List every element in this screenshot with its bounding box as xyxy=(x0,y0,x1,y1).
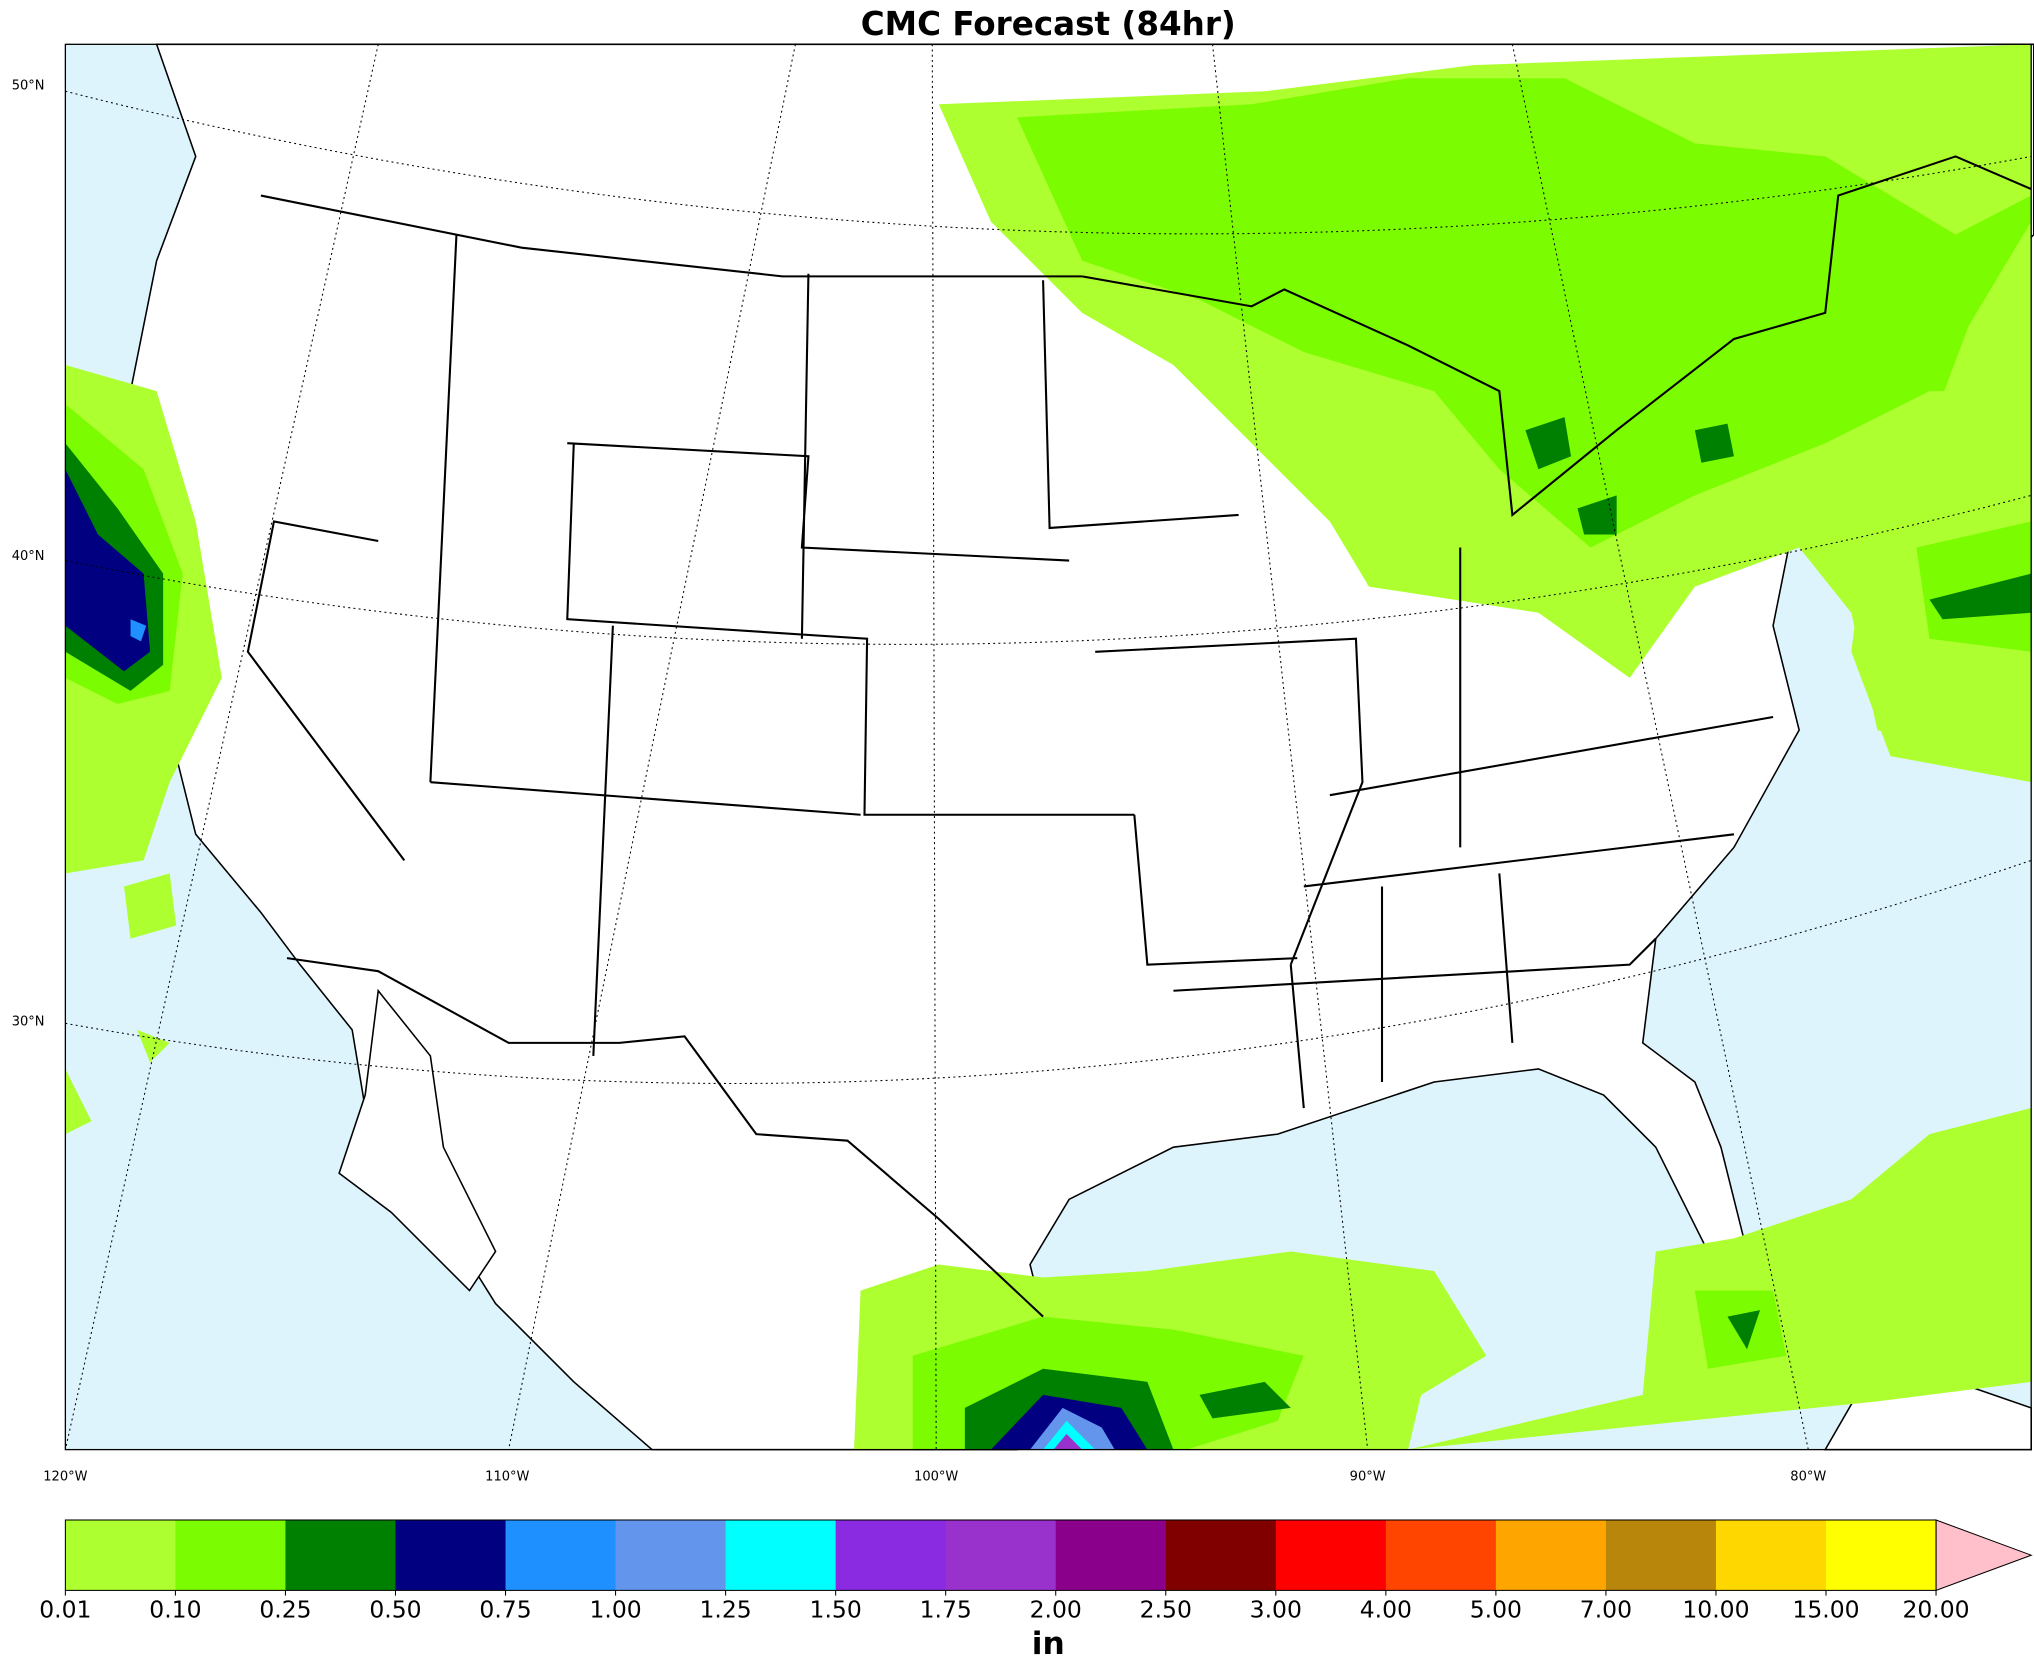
colorbar-tick-label: 0.01 xyxy=(39,1596,91,1624)
colorbar-tick-label: 7.00 xyxy=(1580,1596,1632,1624)
map-frame xyxy=(64,43,2032,1451)
colorbar-tick-label: 1.75 xyxy=(920,1596,972,1624)
colorbar-tick-label: 0.25 xyxy=(259,1596,311,1624)
colorbar-box xyxy=(65,1519,176,1591)
colorbar-box xyxy=(1715,1519,1827,1591)
colorbar-box xyxy=(1605,1519,1717,1591)
precip-area xyxy=(912,521,2032,1450)
colorbar-tick-label: 3.00 xyxy=(1250,1596,1302,1624)
precip-area xyxy=(1017,78,2032,548)
colorbar-box xyxy=(1055,1519,1167,1591)
colorbar-tick-label: 0.10 xyxy=(149,1596,201,1624)
lon-label: 80°W xyxy=(1790,1469,1826,1484)
colorbar-box xyxy=(725,1519,837,1591)
colorbar-extend xyxy=(1935,1519,2033,1592)
map: 50°N 40°N 30°N 120°W 110°W 100°W 90°W 80°W xyxy=(12,43,2034,1484)
colorbar-tick-label: 1.25 xyxy=(699,1596,751,1624)
colorbar: 0.01 0.10 0.25 0.50 0.75 1.00 1.25 1.50 1.75 2.00… xyxy=(39,1519,2033,1624)
precip-fields xyxy=(65,44,2032,1450)
colorbar-tick-label: 10.00 xyxy=(1682,1596,1749,1624)
border xyxy=(286,957,1044,1318)
colorbar-tick-label: 2.00 xyxy=(1030,1596,1082,1624)
colorbar-tick-label: 20.00 xyxy=(1902,1596,1969,1624)
colorbar-tick-label: 0.75 xyxy=(479,1596,531,1624)
state-lines xyxy=(246,234,1774,1109)
colorbar-box xyxy=(175,1519,286,1591)
precip-area xyxy=(1043,1420,1096,1450)
colorbar-tick-label: 5.00 xyxy=(1470,1596,1522,1624)
baja xyxy=(338,988,497,1292)
precip-area xyxy=(1053,1433,1083,1450)
lat-label: 40°N xyxy=(12,549,45,564)
graticule xyxy=(64,44,2032,1450)
lon-label: 100°W xyxy=(914,1469,958,1484)
colorbar-tick-label: 4.00 xyxy=(1360,1596,1412,1624)
colorbar-box xyxy=(505,1519,616,1591)
lon-label: 120°W xyxy=(43,1469,87,1484)
colorbar-tick-label: 15.00 xyxy=(1792,1596,1859,1624)
colorbar-box xyxy=(615,1519,726,1591)
title: CMC Forecast (84hr) xyxy=(861,5,1236,43)
colorbar-box xyxy=(1275,1519,1387,1591)
colorbar-box xyxy=(1495,1519,1607,1591)
colorbar-tick-label: 0.50 xyxy=(369,1596,421,1624)
colorbar-tick-label: 2.50 xyxy=(1140,1596,1192,1624)
colorbar-label: in xyxy=(1032,1626,1065,1662)
colorbar-box xyxy=(285,1519,396,1591)
colorbar-tick-label: 1.00 xyxy=(589,1596,641,1624)
colorbar-box xyxy=(1825,1519,1937,1591)
colorbar-frame xyxy=(64,1519,1937,1591)
lon-label: 90°W xyxy=(1350,1469,1386,1484)
colorbar-box xyxy=(1385,1519,1497,1591)
lat-label: 30°N xyxy=(12,1015,45,1030)
precip-area xyxy=(854,221,2032,1450)
colorbar-box xyxy=(395,1519,506,1591)
lat-label: 50°N xyxy=(12,79,45,94)
border xyxy=(260,194,1083,278)
border xyxy=(1081,155,2032,517)
precip-area xyxy=(130,619,147,642)
lon-label: 110°W xyxy=(485,1469,529,1484)
colorbar-box xyxy=(945,1519,1057,1591)
precip-area xyxy=(1525,417,1734,535)
colorbar-box xyxy=(835,1519,947,1591)
colorbar-tick-label: 1.50 xyxy=(810,1596,862,1624)
colorbar-box xyxy=(1165,1519,1277,1591)
precip-area xyxy=(65,469,151,672)
